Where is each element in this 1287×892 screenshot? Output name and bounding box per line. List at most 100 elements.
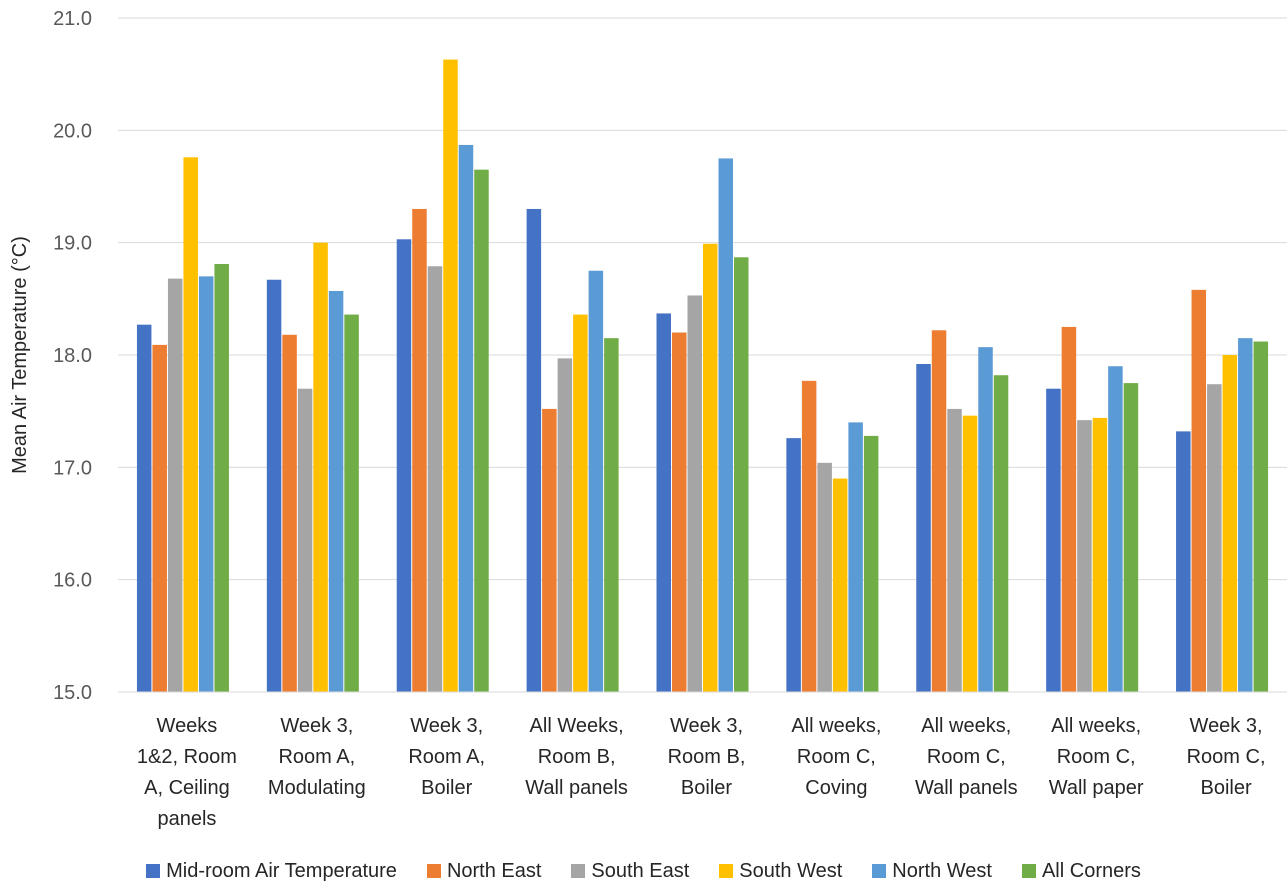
x-category-line: A, Ceiling xyxy=(144,777,230,799)
bar xyxy=(1253,341,1269,692)
bar-chart: 15.0 16.0 17.0 18.0 19.0 20.0 21.0 Weeks 1&2, R… xyxy=(9,8,1287,830)
bar xyxy=(931,330,947,692)
legend: Mid-room Air Temperature North East South … xyxy=(0,853,1287,889)
bar xyxy=(993,375,1009,692)
bar xyxy=(474,169,489,692)
x-category-line: Room B, xyxy=(668,746,746,768)
legend-swatch xyxy=(719,864,734,878)
x-category-line: All weeks, xyxy=(791,715,881,737)
bar xyxy=(672,332,687,692)
bar xyxy=(1046,388,1061,692)
legend-swatch xyxy=(146,864,161,878)
bar xyxy=(718,158,733,692)
legend-item: North West xyxy=(872,860,992,883)
bar xyxy=(734,257,749,692)
bar xyxy=(687,295,702,692)
bar xyxy=(604,338,619,692)
x-category-line: Wall panels xyxy=(525,777,628,799)
y-tick-label: 16.0 xyxy=(53,570,92,592)
bar xyxy=(1061,326,1077,692)
x-category-line: Week 3, xyxy=(670,715,743,737)
y-tick-label: 17.0 xyxy=(53,457,92,479)
x-category-label: All weeks, Room C, Wall panels xyxy=(915,715,1018,799)
bar xyxy=(1207,384,1222,692)
bar xyxy=(266,279,282,692)
legend-label: North West xyxy=(892,859,992,882)
legend-swatch xyxy=(426,864,441,878)
x-category-line: Room C, xyxy=(1187,746,1266,768)
bar xyxy=(443,59,458,692)
bar xyxy=(801,380,817,692)
x-category-label: Week 3, Room A, Boiler xyxy=(408,715,485,799)
x-category-line: 1&2, Room xyxy=(137,746,237,768)
x-category-line: Room A, xyxy=(408,746,485,768)
x-category-line: Room B, xyxy=(538,746,616,768)
bar xyxy=(916,363,931,692)
legend-label: South East xyxy=(591,859,690,882)
x-category-line: Boiler xyxy=(1200,777,1251,799)
bar xyxy=(947,408,962,692)
bar xyxy=(313,242,328,692)
x-category-line: Week 3, xyxy=(280,715,353,737)
legend-label: All Corners xyxy=(1041,859,1141,882)
legend-item: North East xyxy=(426,859,542,883)
y-tick-label: 20.0 xyxy=(53,120,92,142)
legend-label: Mid-room Air Temperature xyxy=(166,859,397,882)
bar xyxy=(1092,417,1108,692)
y-tick-label: 21.0 xyxy=(53,8,92,30)
bar xyxy=(1176,431,1191,692)
bar xyxy=(1123,383,1139,692)
y-axis-title: Mean Air Temperature (°C) xyxy=(9,236,31,474)
y-tick-label: 18.0 xyxy=(53,345,92,367)
x-category-label: Week 3, Room C, Boiler xyxy=(1187,715,1266,799)
x-category-line: Room C, xyxy=(927,746,1006,768)
gridlines xyxy=(118,17,1287,581)
bar xyxy=(282,334,297,692)
x-category-label: Week 3, Room A, Modulating xyxy=(268,715,366,799)
x-category-label: Weeks 1&2, Room A, Ceiling panels xyxy=(137,715,237,830)
bar xyxy=(542,408,557,692)
legend-label: North East xyxy=(446,859,542,882)
legend-item: Mid-room Air Temperature xyxy=(146,860,397,883)
bar xyxy=(832,478,848,692)
bar xyxy=(1191,289,1207,692)
bar xyxy=(526,208,542,692)
x-category-line: Room C, xyxy=(797,746,876,768)
bar xyxy=(1077,420,1092,692)
bar xyxy=(344,314,359,692)
x-category-line: Room C, xyxy=(1057,746,1136,768)
x-category-line: Week 3, xyxy=(410,715,483,737)
x-category-line: Week 3, xyxy=(1190,715,1263,737)
x-category-line: Room A, xyxy=(278,746,355,768)
bar xyxy=(136,324,152,692)
x-category-line: All Weeks, xyxy=(530,715,624,737)
x-category-line: All weeks, xyxy=(921,715,1011,737)
y-axis-ticks: 15.0 16.0 17.0 18.0 19.0 20.0 21.0 xyxy=(53,8,92,704)
x-category-line: All weeks, xyxy=(1051,715,1141,737)
y-tick-label: 15.0 xyxy=(53,682,92,704)
x-category-label: All Weeks, Room B, Wall panels xyxy=(525,715,628,799)
bar xyxy=(557,358,573,692)
x-category-line: Boiler xyxy=(421,777,472,799)
bar xyxy=(848,422,863,692)
x-category-line: Wall paper xyxy=(1049,777,1144,799)
bar xyxy=(962,415,978,692)
bar xyxy=(863,435,879,692)
x-category-line: Weeks xyxy=(157,715,218,737)
y-tick-label: 19.0 xyxy=(53,233,92,255)
legend-item: All Corners xyxy=(1021,859,1141,883)
legend-item: South West xyxy=(719,860,842,883)
bar xyxy=(152,344,167,692)
x-category-line: Coving xyxy=(805,777,867,799)
legend-swatch xyxy=(571,864,586,878)
legend-label: South West xyxy=(739,859,843,882)
bar xyxy=(1108,366,1123,692)
bar xyxy=(427,266,443,692)
x-axis-categories: Weeks 1&2, Room A, Ceiling panels Week 3, Roo… xyxy=(137,715,1266,830)
bars xyxy=(136,59,1269,693)
bar xyxy=(297,388,313,692)
bar xyxy=(656,313,671,692)
x-category-line: Boiler xyxy=(681,777,732,799)
bar xyxy=(214,264,229,692)
bar xyxy=(1222,355,1238,692)
